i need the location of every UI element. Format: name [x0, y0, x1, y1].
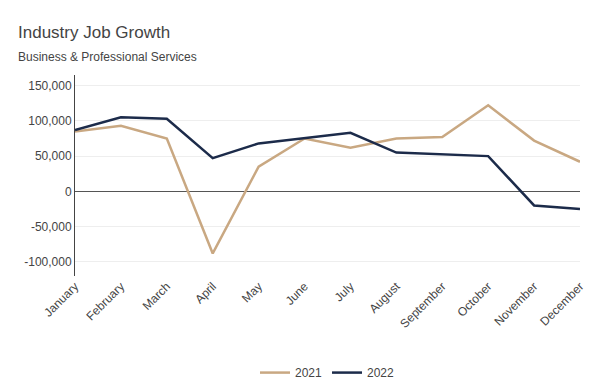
svg-text:-50,000: -50,000: [31, 220, 72, 234]
svg-text:-100,000: -100,000: [24, 255, 72, 269]
svg-text:July: July: [332, 279, 357, 304]
svg-text:March: March: [140, 279, 173, 312]
svg-text:April: April: [192, 279, 219, 306]
svg-text:December: December: [537, 279, 586, 328]
svg-text:August: August: [366, 279, 403, 316]
svg-text:February: February: [83, 279, 127, 323]
svg-text:June: June: [283, 279, 312, 308]
svg-text:Business & Professional Servic: Business & Professional Services: [18, 50, 197, 64]
svg-text:May: May: [239, 279, 265, 305]
svg-text:October: October: [454, 279, 494, 319]
svg-text:September: September: [397, 279, 448, 330]
svg-text:150,000: 150,000: [28, 79, 72, 93]
svg-text:January: January: [41, 279, 81, 319]
svg-text:0: 0: [65, 185, 72, 199]
svg-text:November: November: [491, 279, 540, 328]
svg-text:2021: 2021: [295, 366, 322, 380]
svg-text:Industry Job Growth: Industry Job Growth: [18, 23, 170, 42]
svg-text:50,000: 50,000: [35, 149, 72, 163]
svg-text:2022: 2022: [367, 366, 394, 380]
svg-text:100,000: 100,000: [28, 114, 72, 128]
